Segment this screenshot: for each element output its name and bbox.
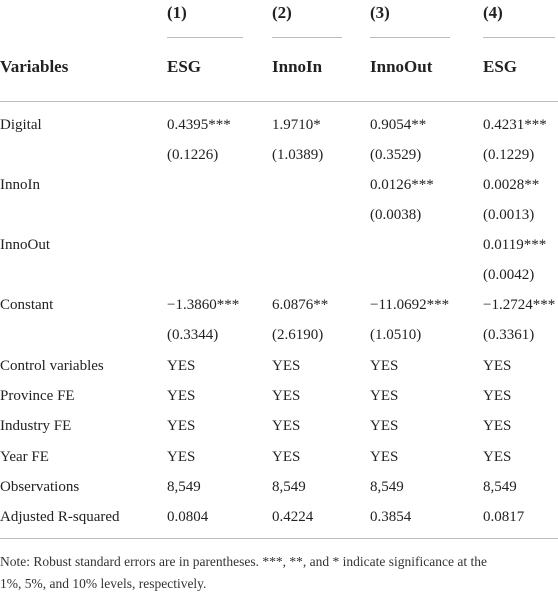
cell: (0.1229) — [483, 147, 535, 163]
cell: YES — [483, 358, 512, 374]
column-header: InnoOut — [370, 57, 433, 76]
cell: −1.2724*** — [483, 297, 556, 313]
row-label: InnoOut — [0, 237, 50, 253]
row-label: Industry FE — [0, 418, 72, 434]
cell: YES — [272, 388, 301, 404]
cell: −11.0692*** — [370, 297, 450, 313]
column-header: ESG — [483, 57, 518, 76]
cell: 0.0817 — [483, 509, 525, 525]
row-label: Constant — [0, 297, 54, 313]
row-label: Control variables — [0, 358, 104, 374]
cell: 6.0876** — [272, 297, 329, 313]
cell: 8,549 — [167, 479, 201, 495]
cell: YES — [272, 418, 301, 434]
cell: YES — [167, 388, 196, 404]
cell: YES — [370, 388, 399, 404]
cell: 0.9054** — [370, 117, 427, 133]
cell: 0.0804 — [167, 509, 209, 525]
column-header: ESG — [167, 57, 202, 76]
cell: (0.3529) — [370, 147, 422, 163]
cell: (0.3361) — [483, 327, 535, 343]
column-number: (2) — [272, 3, 292, 22]
cell: YES — [483, 449, 512, 465]
cell: YES — [167, 418, 196, 434]
note: Note: Robust standard errors are in pare… — [0, 554, 487, 569]
cell: YES — [370, 418, 399, 434]
cell: 0.4395*** — [167, 117, 231, 133]
cell: −1.3860*** — [167, 297, 240, 313]
cell: YES — [370, 358, 399, 374]
rule — [272, 37, 342, 38]
row-label: InnoIn — [0, 177, 40, 193]
cell: 0.4224 — [272, 509, 314, 525]
cell: (0.0013) — [483, 207, 535, 223]
rule — [483, 37, 555, 38]
cell: 0.3854 — [370, 509, 412, 525]
rule — [0, 101, 558, 102]
cell: (0.1226) — [167, 147, 219, 163]
cell: YES — [483, 388, 512, 404]
row-label: Digital — [0, 117, 42, 133]
cell: (1.0389) — [272, 147, 324, 163]
column-header: InnoIn — [272, 57, 323, 76]
cell: (0.0042) — [483, 267, 535, 283]
cell: YES — [272, 358, 301, 374]
cell: (2.6190) — [272, 327, 324, 343]
cell: (0.3344) — [167, 327, 219, 343]
rule — [167, 37, 243, 38]
cell: 1.9710* — [272, 117, 321, 133]
column-header: Variables — [0, 57, 69, 76]
cell: 0.0126*** — [370, 177, 434, 193]
row-label: Adjusted R-squared — [0, 509, 120, 525]
column-number: (3) — [370, 3, 390, 22]
column-number: (1) — [167, 3, 187, 22]
row-label: Observations — [0, 479, 80, 495]
cell: 0.0028** — [483, 177, 540, 193]
cell: YES — [370, 449, 399, 465]
row-label: Year FE — [0, 449, 49, 465]
note: 1%, 5%, and 10% levels, respectively. — [0, 576, 207, 591]
cell: (1.0510) — [370, 327, 422, 343]
cell: (0.0038) — [370, 207, 422, 223]
cell: YES — [483, 418, 512, 434]
cell: 8,549 — [370, 479, 404, 495]
cell: YES — [167, 449, 196, 465]
cell: 8,549 — [483, 479, 517, 495]
column-number: (4) — [483, 3, 503, 22]
cell: 0.0119*** — [483, 237, 547, 253]
cell: 8,549 — [272, 479, 306, 495]
cell: YES — [272, 449, 301, 465]
rule — [0, 538, 558, 539]
rule — [370, 37, 450, 38]
row-label: Province FE — [0, 388, 75, 404]
cell: 0.4231*** — [483, 117, 547, 133]
cell: YES — [167, 358, 196, 374]
